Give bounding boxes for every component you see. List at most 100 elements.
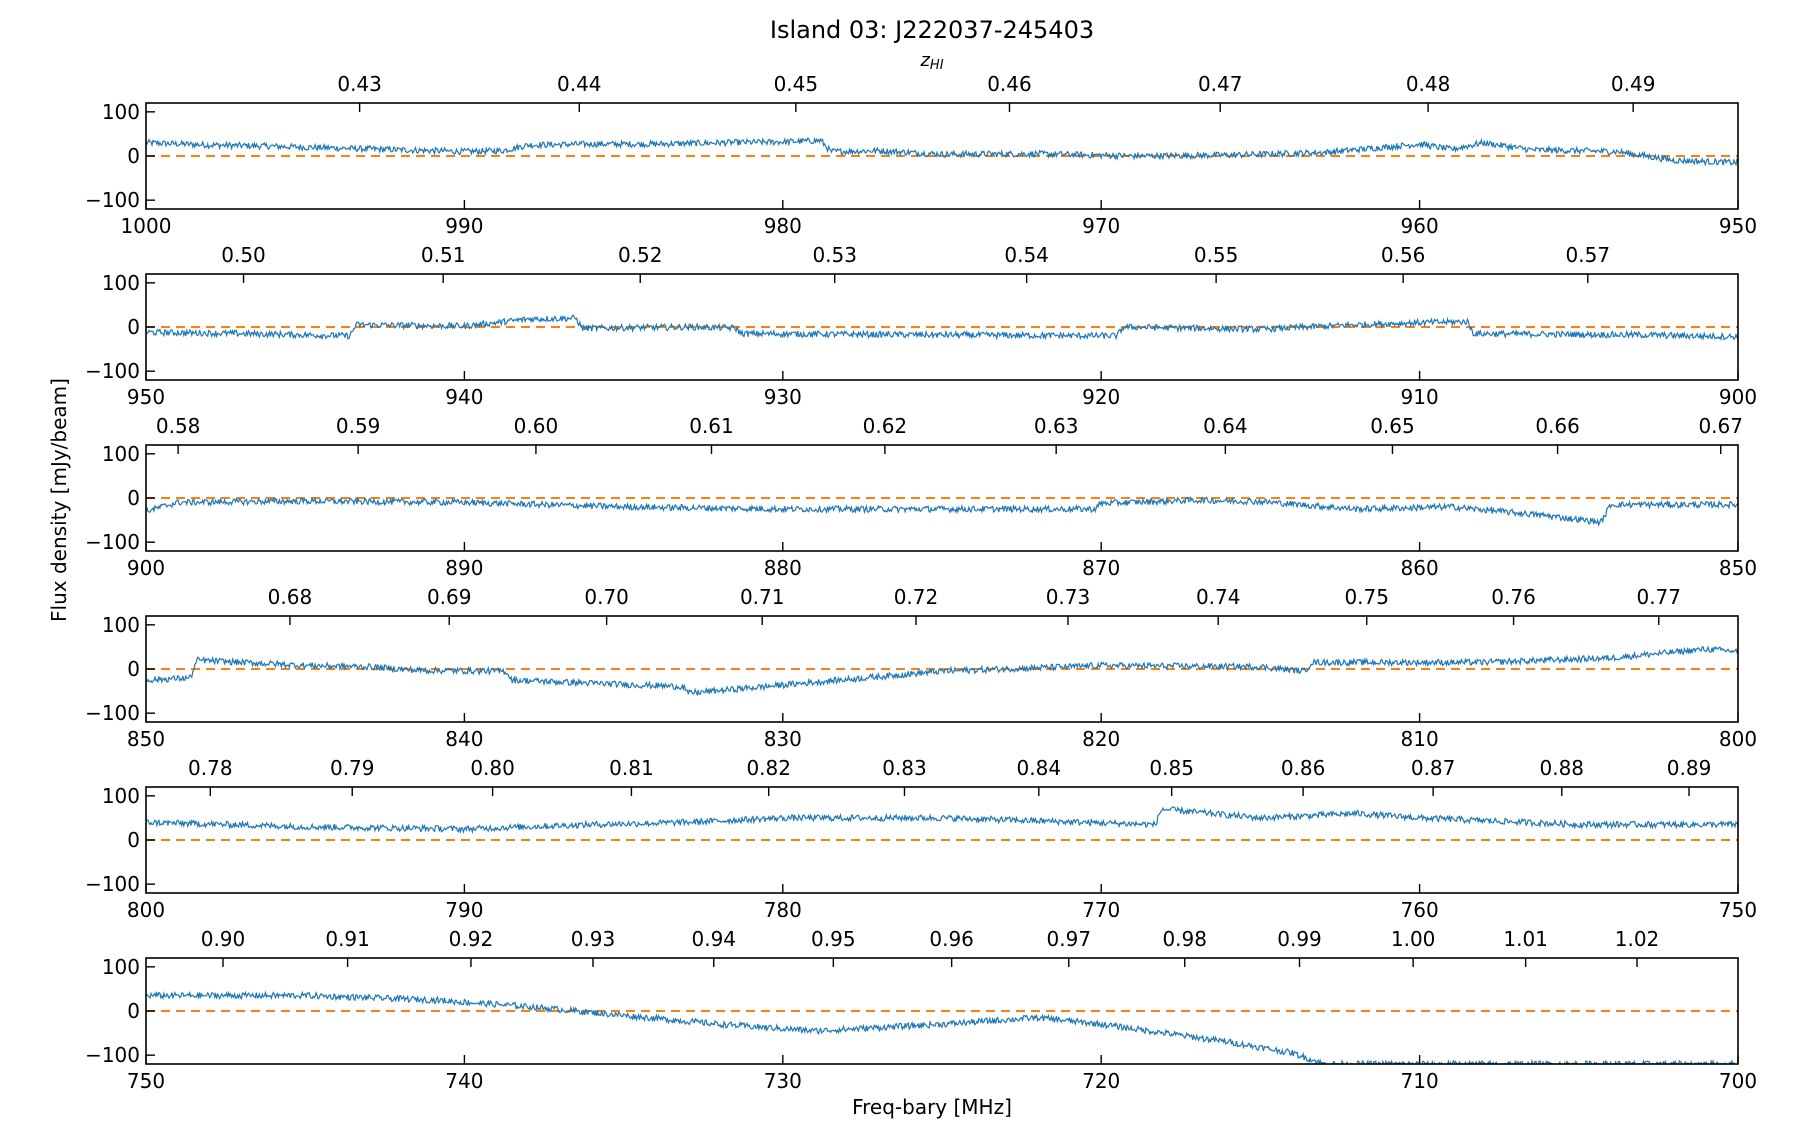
y-tick-label: 100	[102, 442, 140, 466]
z-tick-label: 0.55	[1194, 243, 1239, 267]
x-tick-label: 760	[1401, 898, 1439, 922]
z-tick-label: 0.49	[1611, 72, 1656, 96]
z-tick-label: 0.48	[1406, 72, 1451, 96]
z-tick-label: 0.54	[1004, 243, 1049, 267]
y-tick-label: −100	[85, 872, 140, 896]
y-tick-label: 100	[102, 784, 140, 808]
spectrum-line	[146, 805, 1738, 835]
z-tick-label: 0.97	[1047, 927, 1092, 951]
x-tick-label: 770	[1082, 898, 1120, 922]
y-tick-label: 0	[127, 486, 140, 510]
z-tick-label: 0.71	[740, 585, 785, 609]
z-tick-label: 0.67	[1698, 414, 1743, 438]
z-tick-label: 0.68	[268, 585, 313, 609]
x-tick-label: 940	[445, 385, 483, 409]
y-tick-label: −100	[85, 359, 140, 383]
z-tick-label: 0.47	[1198, 72, 1243, 96]
z-tick-label: 0.72	[894, 585, 939, 609]
x-tick-label: 1000	[121, 214, 172, 238]
z-tick-label: 0.91	[325, 927, 370, 951]
z-tick-label: 0.73	[1046, 585, 1091, 609]
z-tick-label: 0.81	[609, 756, 654, 780]
z-tick-label: 0.45	[774, 72, 819, 96]
z-tick-label: 0.83	[882, 756, 927, 780]
x-tick-label: 840	[445, 727, 483, 751]
z-tick-label: 0.43	[337, 72, 382, 96]
x-tick-label: 860	[1401, 556, 1439, 580]
x-tick-label: 870	[1082, 556, 1120, 580]
y-tick-label: 0	[127, 144, 140, 168]
z-tick-label: 0.76	[1491, 585, 1536, 609]
z-tick-label: 0.66	[1535, 414, 1580, 438]
y-tick-label: −100	[85, 1043, 140, 1067]
z-tick-label: 0.64	[1203, 414, 1248, 438]
panel-4: 850 840 830 820 810 800 100 0 −100 0.68 0.69 0.70 0.…	[85, 585, 1757, 751]
z-tick-label: 0.92	[449, 927, 494, 951]
x-tick-label: 810	[1401, 727, 1439, 751]
y-tick-label: 0	[127, 315, 140, 339]
spectrum-line	[146, 645, 1738, 697]
x-tick-label: 750	[127, 1069, 165, 1093]
z-tick-label: 0.58	[156, 414, 201, 438]
y-tick-label: −100	[85, 701, 140, 725]
x-tick-label: 900	[1719, 385, 1757, 409]
x-tick-label: 740	[445, 1069, 483, 1093]
z-tick-label: 0.89	[1667, 756, 1712, 780]
x-tick-label: 730	[764, 1069, 802, 1093]
panel-6: 750 740 730 720 710 700 100 0 −100 0.90 0.91 0.92 0.…	[85, 927, 1757, 1093]
x-tick-label: 950	[1719, 214, 1757, 238]
x-tick-label: 820	[1082, 727, 1120, 751]
z-tick-label: 0.57	[1566, 243, 1611, 267]
y-tick-label: 0	[127, 828, 140, 852]
z-tick-label: 0.87	[1411, 756, 1456, 780]
z-tick-label: 0.70	[584, 585, 629, 609]
z-tick-label: 0.79	[330, 756, 375, 780]
z-tick-label: 0.86	[1281, 756, 1326, 780]
y-tick-label: −100	[85, 530, 140, 554]
x-tick-label: 960	[1401, 214, 1439, 238]
z-axis-label: zHI	[919, 50, 943, 73]
z-tick-label: 1.00	[1391, 927, 1436, 951]
panel-2: 950 940 930 920 910 900 100 0 −100 0.50 0.51 0.52 0.…	[85, 243, 1757, 409]
x-tick-label: 850	[1719, 556, 1757, 580]
x-tick-label: 830	[764, 727, 802, 751]
z-tick-label: 0.99	[1277, 927, 1322, 951]
z-tick-label: 0.59	[336, 414, 381, 438]
z-tick-label: 0.65	[1370, 414, 1415, 438]
z-tick-label: 0.69	[427, 585, 472, 609]
z-tick-label: 0.96	[929, 927, 974, 951]
z-tick-label: 0.88	[1540, 756, 1585, 780]
z-tick-label: 0.44	[557, 72, 602, 96]
figure-title: Island 03: J222037-245403	[770, 16, 1094, 44]
x-tick-label: 900	[127, 556, 165, 580]
z-tick-label: 0.82	[746, 756, 791, 780]
x-tick-label: 720	[1082, 1069, 1120, 1093]
x-tick-label: 970	[1082, 214, 1120, 238]
z-tick-label: 0.61	[689, 414, 734, 438]
x-tick-label: 950	[127, 385, 165, 409]
z-tick-label: 0.52	[618, 243, 663, 267]
z-axis-label-sub: HI	[930, 58, 944, 73]
x-tick-label: 980	[764, 214, 802, 238]
x-tick-label: 750	[1719, 898, 1757, 922]
z-tick-label: 0.90	[201, 927, 246, 951]
z-tick-label: 0.75	[1344, 585, 1389, 609]
z-tick-label: 0.50	[221, 243, 266, 267]
z-tick-label: 0.94	[692, 927, 737, 951]
x-axis-label: Freq-bary [MHz]	[852, 1095, 1012, 1119]
z-tick-label: 1.02	[1615, 927, 1660, 951]
z-tick-label: 0.84	[1017, 756, 1062, 780]
y-tick-label: 0	[127, 657, 140, 681]
x-tick-label: 990	[445, 214, 483, 238]
x-tick-label: 710	[1401, 1069, 1439, 1093]
x-tick-label: 920	[1082, 385, 1120, 409]
x-tick-label: 800	[1719, 727, 1757, 751]
z-tick-label: 0.80	[470, 756, 515, 780]
x-tick-label: 930	[764, 385, 802, 409]
panel-3: 900 890 880 870 860 850 100 0 −100 0.58 0.59 0.60 0.…	[85, 414, 1757, 580]
z-tick-label: 0.95	[811, 927, 856, 951]
spectrum-line	[146, 495, 1738, 527]
